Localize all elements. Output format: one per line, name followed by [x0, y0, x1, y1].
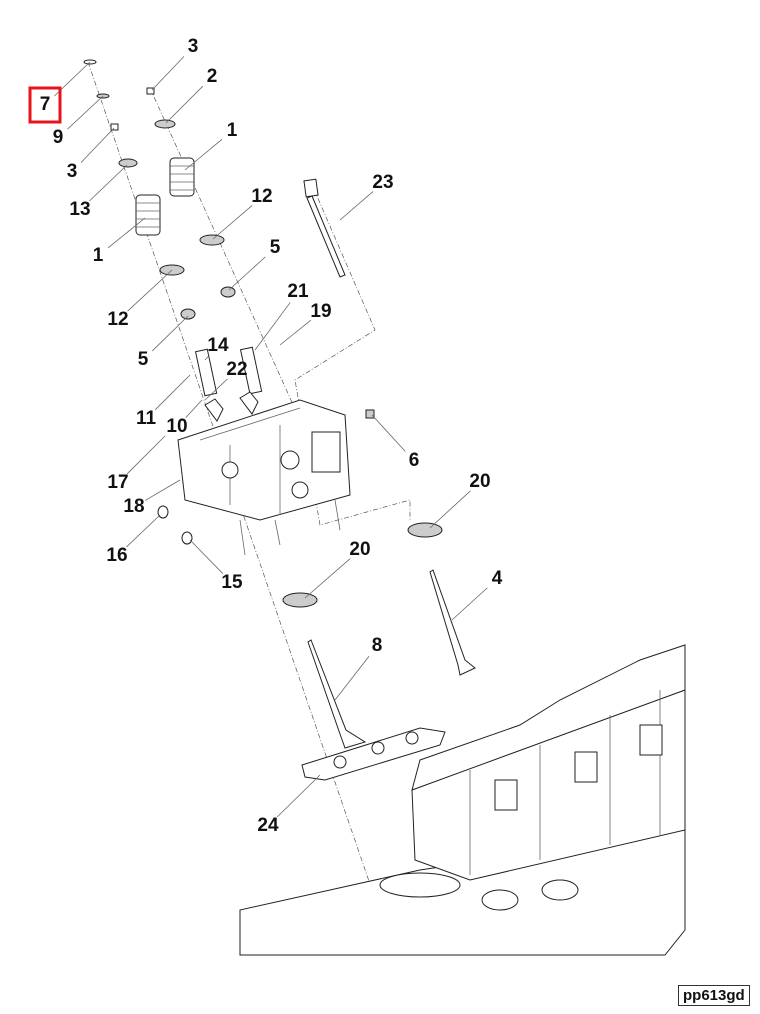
- callout-18: 18: [123, 496, 144, 517]
- spring-icon: [135, 194, 161, 236]
- callout-19: 19: [310, 301, 331, 322]
- leader-line: [107, 217, 146, 249]
- callout-1: 1: [93, 245, 104, 266]
- callout-8: 8: [372, 635, 383, 656]
- leader-line: [154, 374, 191, 411]
- callout-12: 12: [251, 186, 272, 207]
- callout-17: 17: [107, 472, 128, 493]
- callout-24: 24: [257, 815, 279, 836]
- engine-block: [239, 644, 686, 956]
- exhaust-valve: [429, 569, 476, 676]
- callout-6: 6: [409, 450, 420, 471]
- valve-seat-insert: [282, 592, 318, 608]
- callout-5: 5: [138, 349, 149, 370]
- intake-valve: [307, 639, 367, 749]
- spring-icon: [169, 157, 195, 197]
- callout-13: 13: [69, 199, 90, 220]
- leader-line: [184, 138, 223, 171]
- leader-line: [254, 302, 291, 351]
- callout-7: 7: [40, 94, 51, 115]
- callout-12: 12: [107, 309, 128, 330]
- leader-line: [151, 56, 185, 91]
- leader-line: [67, 95, 104, 130]
- leader-line: [185, 399, 203, 418]
- valve-stack-right: [146, 87, 236, 298]
- callout-23: 23: [372, 172, 393, 193]
- figure-code: pp613gd: [678, 985, 750, 1006]
- callout-20: 20: [469, 471, 490, 492]
- callout-21: 21: [287, 281, 309, 302]
- plug: [365, 409, 375, 419]
- callout-15: 15: [221, 572, 243, 593]
- leader-line: [152, 315, 189, 352]
- o-ring: [181, 531, 193, 545]
- callout-1: 1: [227, 120, 238, 141]
- leader-line: [429, 490, 471, 529]
- callout-3: 3: [67, 161, 78, 182]
- valve-seat-insert: [407, 522, 443, 538]
- leader-line: [277, 774, 321, 818]
- leader-line: [228, 256, 266, 291]
- callout-10: 10: [166, 416, 187, 437]
- leader-line: [126, 514, 161, 548]
- sleeve: [194, 348, 218, 397]
- callout-20: 20: [349, 539, 370, 560]
- leader-line: [339, 191, 374, 221]
- callout-9: 9: [53, 127, 64, 148]
- callout-4: 4: [492, 568, 503, 589]
- leader-line: [204, 378, 228, 401]
- o-ring: [157, 505, 169, 519]
- leader-line: [80, 127, 115, 163]
- callout-14: 14: [207, 335, 229, 356]
- leader-line: [334, 656, 370, 701]
- injector-tube: [303, 178, 319, 198]
- callout-16: 16: [106, 545, 127, 566]
- callout-11: 11: [136, 408, 157, 429]
- callout-highlight-box: [28, 86, 62, 124]
- leader-line: [371, 414, 406, 452]
- sleeve: [239, 346, 263, 395]
- leader-line: [126, 435, 166, 475]
- leader-line: [204, 355, 210, 361]
- leader-line: [145, 479, 181, 501]
- callout-3: 3: [188, 36, 199, 57]
- callout-5: 5: [270, 237, 281, 258]
- leader-line: [189, 539, 224, 574]
- leader-line: [212, 205, 253, 240]
- injector-tube-body: [306, 195, 346, 278]
- cylinder-head: [177, 391, 351, 556]
- valve-axis-right: [149, 87, 301, 421]
- leader-line: [451, 587, 488, 621]
- leader-line: [165, 85, 204, 124]
- leader-line: [304, 558, 351, 599]
- leader-line: [127, 269, 173, 312]
- leader-line: [279, 319, 312, 346]
- leader-line: [89, 164, 128, 202]
- callout-2: 2: [207, 66, 218, 87]
- callout-22: 22: [226, 359, 247, 380]
